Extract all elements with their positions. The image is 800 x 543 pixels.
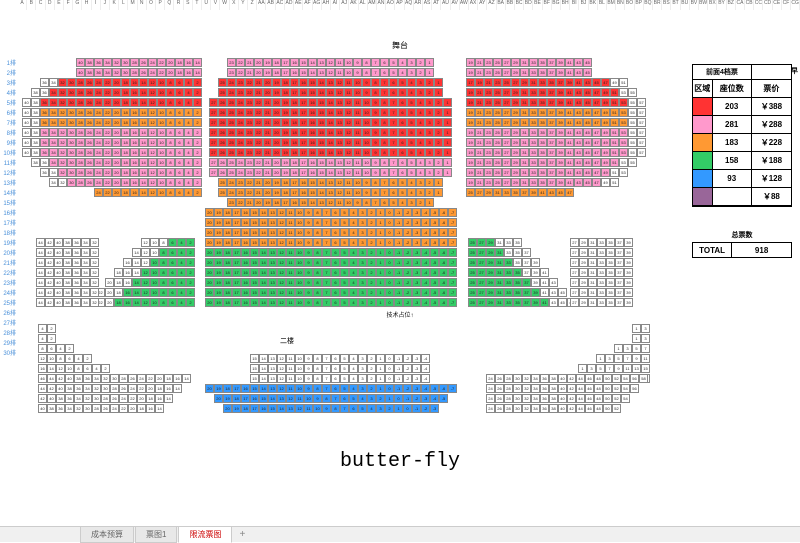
show-title: butter-fly [340, 450, 460, 473]
total-value: 918 [732, 243, 791, 257]
legend-title: 前面4档票 [693, 65, 752, 79]
total-box: 总票数 TOTAL 918 [692, 230, 792, 258]
sheet-tab-1[interactable]: 成本预算 [80, 526, 134, 543]
sheet-tab-2[interactable]: 票图1 [135, 526, 177, 543]
total-name: TOTAL [693, 243, 732, 257]
tech-position-label: 技术占位↑ [386, 310, 413, 319]
legend-table: 前面4档票 区域 座位数 票价 203￥388281￥288183￥228158… [692, 64, 792, 207]
early-bird-label: 早 [791, 66, 798, 76]
legend-head-count: 座位数 [713, 80, 752, 97]
sheet-tab-3[interactable]: 限流票图 [178, 526, 232, 543]
sheet-tab-add[interactable]: + [233, 527, 251, 542]
total-label: 总票数 [692, 230, 792, 240]
stage-label: 舞台 [392, 40, 408, 51]
legend-head-price: 票价 [752, 80, 791, 97]
sheet-tabs[interactable]: 成本预算 票图1 限流票图 + [0, 526, 800, 542]
column-headers: ABCDEFGHIJKLMNOPQRSTUVWXYZAAABACADAEAFAG… [0, 0, 800, 10]
legend-head-area: 区域 [693, 80, 713, 97]
second-floor-label: 二楼 [280, 336, 294, 346]
seating-chart: 舞台 二楼 技术占位↑ butter-fly 早 1排2排3排4排5排6排7排8… [0, 10, 800, 540]
